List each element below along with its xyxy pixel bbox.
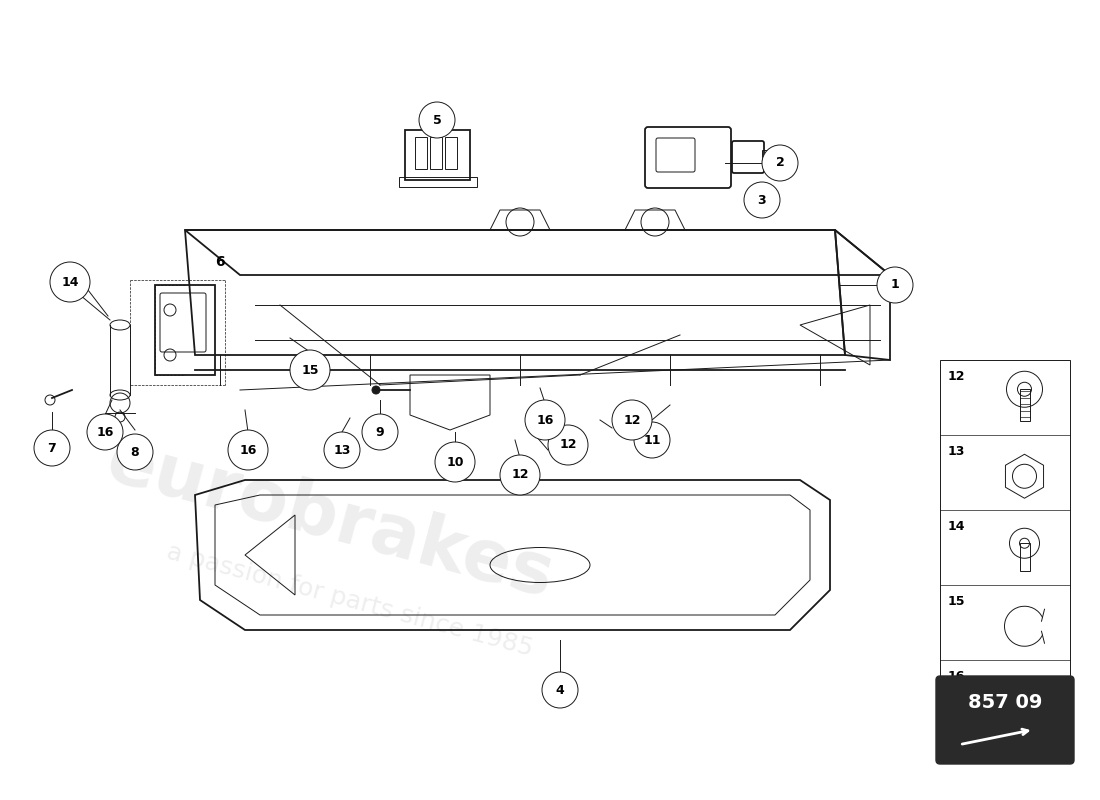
Circle shape [117,434,153,470]
Text: 13: 13 [948,445,966,458]
Bar [430,137,442,169]
Text: 1: 1 [891,278,900,291]
Circle shape [34,430,70,466]
Text: 12: 12 [948,370,966,383]
Circle shape [877,267,913,303]
Bar [1020,543,1030,571]
Circle shape [419,102,455,138]
Circle shape [525,400,565,440]
Text: 8: 8 [131,446,140,458]
Circle shape [290,350,330,390]
Bar [1020,390,1030,422]
Text: eurobrakes: eurobrakes [99,427,561,613]
Circle shape [762,145,798,181]
Circle shape [500,455,540,495]
Text: 15: 15 [301,363,319,377]
Text: 2: 2 [776,157,784,170]
Text: 5: 5 [432,114,441,126]
Bar [762,150,774,164]
Bar [446,137,456,169]
Text: 9: 9 [376,426,384,438]
Text: 4: 4 [556,683,564,697]
Text: 12: 12 [559,438,576,451]
Circle shape [50,262,90,302]
Bar [399,177,477,187]
Circle shape [87,414,123,450]
Circle shape [634,422,670,458]
Circle shape [324,432,360,468]
Text: 16: 16 [537,414,553,426]
Text: 11: 11 [644,434,661,446]
Text: 12: 12 [512,469,529,482]
Circle shape [228,430,268,470]
Text: 14: 14 [948,520,966,533]
Text: 14: 14 [62,275,79,289]
Text: 6: 6 [216,255,224,269]
Text: 3: 3 [758,194,767,206]
Text: 10: 10 [447,455,464,469]
Circle shape [542,672,578,708]
Text: 16: 16 [97,426,113,438]
Text: 857 09: 857 09 [968,693,1042,712]
Circle shape [612,400,652,440]
FancyBboxPatch shape [936,676,1074,764]
Circle shape [434,442,475,482]
Bar [415,137,427,169]
Text: 7: 7 [47,442,56,454]
Circle shape [548,425,588,465]
Text: a passion for parts since 1985: a passion for parts since 1985 [164,539,536,661]
Circle shape [362,414,398,450]
Text: 16: 16 [948,670,966,683]
Circle shape [744,182,780,218]
Text: 15: 15 [948,595,966,608]
Text: 12: 12 [624,414,640,426]
Text: 16: 16 [240,443,256,457]
Bar [940,360,1070,735]
Text: 13: 13 [333,443,351,457]
Bar [405,130,470,180]
Circle shape [372,386,379,394]
